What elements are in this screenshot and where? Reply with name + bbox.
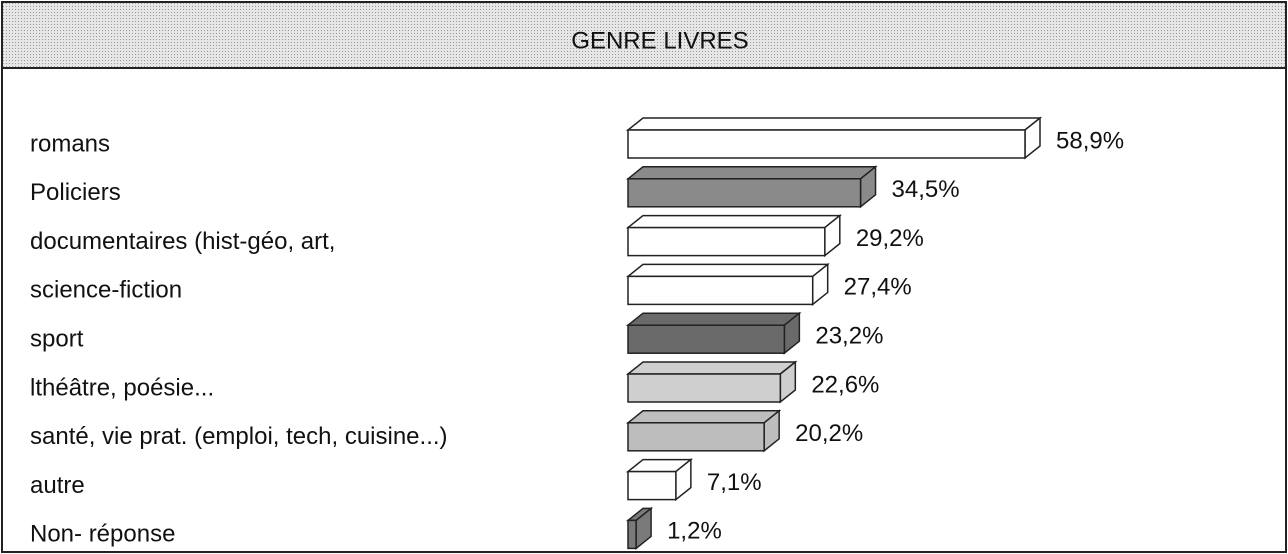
category-label: Non- réponse bbox=[30, 521, 175, 548]
bar bbox=[625, 116, 1043, 160]
bar-front bbox=[627, 324, 786, 354]
bar-front bbox=[627, 129, 1026, 159]
bar bbox=[625, 214, 842, 258]
category-label: romans bbox=[30, 130, 110, 157]
category-label: autre bbox=[30, 472, 85, 499]
category-label: santé, vie prat. (emploi, tech, cuisine.… bbox=[30, 423, 448, 450]
category-label: documentaires (hist-géo, art, bbox=[30, 228, 335, 255]
bar bbox=[625, 360, 798, 404]
bar-top bbox=[625, 263, 830, 278]
bar-top bbox=[625, 361, 798, 375]
bar bbox=[625, 165, 878, 209]
bar-front bbox=[627, 519, 637, 550]
bar-front bbox=[627, 178, 862, 208]
bar bbox=[625, 506, 654, 550]
value-label: 58,9% bbox=[1056, 127, 1124, 154]
bar-front bbox=[627, 275, 814, 306]
value-label: 34,5% bbox=[892, 176, 960, 203]
category-label: lthéâtre, poésie... bbox=[30, 374, 214, 401]
bar bbox=[625, 409, 782, 453]
bar-front bbox=[627, 422, 765, 452]
value-label: 23,2% bbox=[815, 323, 883, 350]
value-label: 20,2% bbox=[795, 420, 863, 447]
bar-front bbox=[627, 373, 782, 403]
title-bar bbox=[1, 1, 1287, 69]
value-label: 1,2% bbox=[667, 518, 722, 545]
bar-top bbox=[625, 312, 802, 326]
value-label: 29,2% bbox=[856, 225, 924, 252]
bar-front bbox=[627, 226, 826, 257]
bar-top bbox=[625, 166, 878, 180]
bar-front bbox=[627, 470, 677, 501]
bar bbox=[625, 458, 693, 502]
category-label: Policiers bbox=[30, 179, 121, 206]
bar-top bbox=[625, 214, 842, 229]
category-label: sport bbox=[30, 326, 84, 353]
bar bbox=[625, 262, 830, 306]
bar-top bbox=[625, 410, 782, 424]
bar bbox=[625, 311, 802, 355]
bar-top bbox=[625, 117, 1043, 131]
chart-title: GENRE LIVRES bbox=[571, 27, 748, 54]
value-label: 27,4% bbox=[844, 274, 912, 301]
category-label: science-fiction bbox=[30, 277, 182, 304]
value-label: 7,1% bbox=[707, 469, 762, 496]
value-label: 22,6% bbox=[811, 371, 879, 398]
